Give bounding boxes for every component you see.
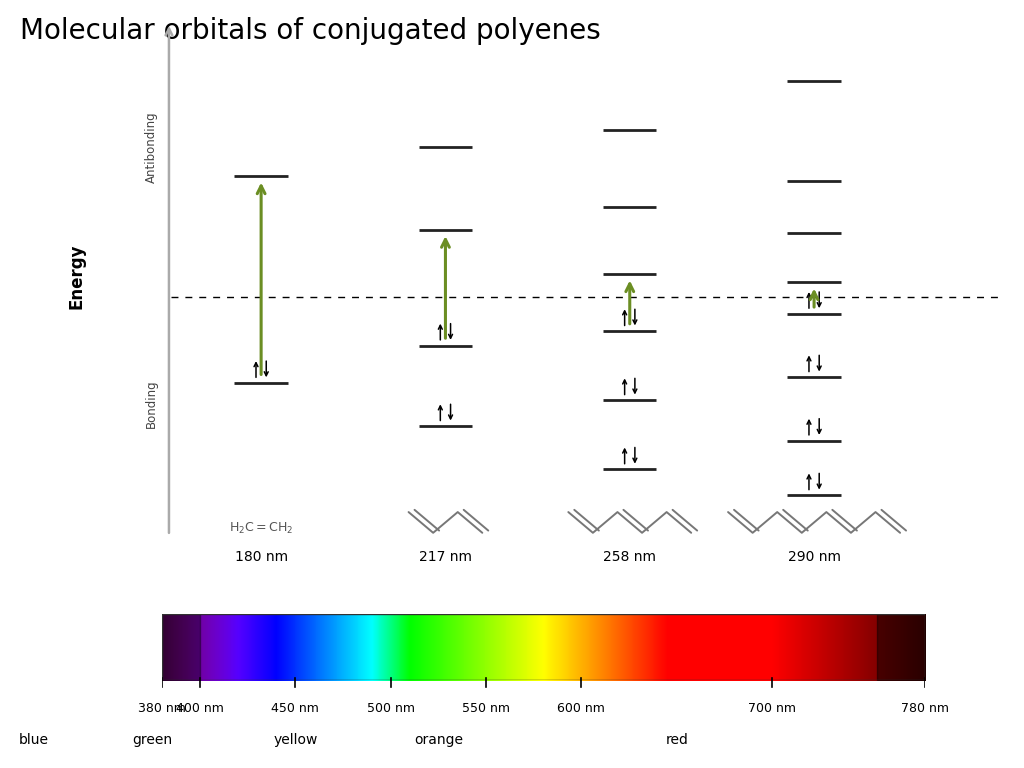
Text: green: green [132,733,172,747]
Text: 780 nm: 780 nm [901,702,948,715]
Text: 380 nm: 380 nm [138,702,185,715]
Text: red: red [666,733,688,747]
Text: H$_2$C$=$CH$_2$: H$_2$C$=$CH$_2$ [229,521,293,536]
Text: 217 nm: 217 nm [419,551,472,564]
Text: 400 nm: 400 nm [176,702,224,715]
Text: 180 nm: 180 nm [234,551,288,564]
Text: 550 nm: 550 nm [462,702,510,715]
Text: Energy: Energy [68,243,86,310]
Text: 450 nm: 450 nm [271,702,319,715]
Text: Antibonding: Antibonding [145,111,158,183]
Text: orange: orange [414,733,463,747]
Text: yellow: yellow [273,733,317,747]
Text: blue: blue [19,733,49,747]
Text: 600 nm: 600 nm [557,702,605,715]
Text: 290 nm: 290 nm [787,551,841,564]
Text: 500 nm: 500 nm [367,702,415,715]
Text: Bonding: Bonding [145,379,158,428]
Text: 258 nm: 258 nm [603,551,656,564]
Text: Molecular orbitals of conjugated polyenes: Molecular orbitals of conjugated polyene… [20,17,601,45]
Text: 700 nm: 700 nm [749,702,796,715]
